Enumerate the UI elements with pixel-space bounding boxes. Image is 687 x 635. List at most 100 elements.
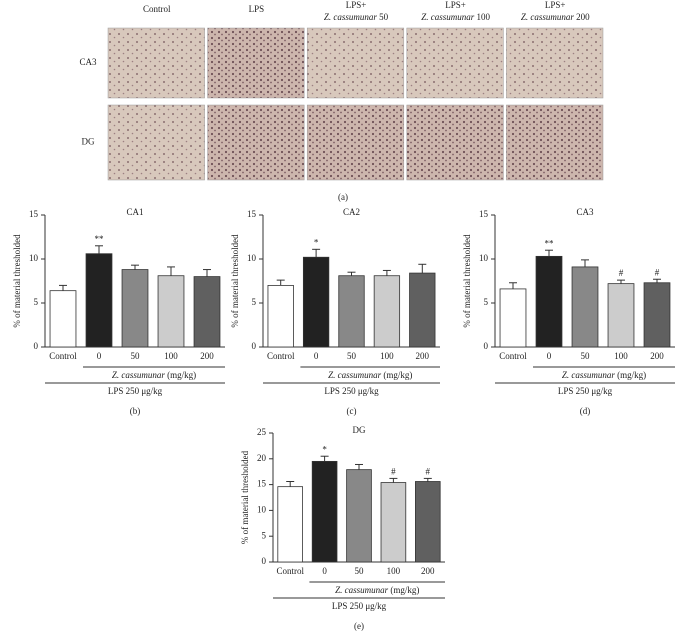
error-bar (653, 278, 661, 283)
y-tick-label: 5 (262, 530, 267, 540)
error-bar (617, 279, 625, 284)
significance: # (655, 267, 660, 277)
error-bar (545, 249, 553, 257)
species: Z. cassumunar (335, 585, 389, 595)
x-tick-label: Control (276, 566, 304, 576)
error-bar (418, 263, 427, 274)
error-bar (131, 264, 139, 270)
x-tick-label: 100 (387, 566, 401, 576)
bar (277, 486, 303, 563)
error-bar (167, 266, 175, 276)
species: Z. cassumunar (328, 370, 382, 380)
column-header: LPS (249, 4, 265, 14)
column-header: Z. cassumunar 50 (324, 12, 389, 22)
species: Z. cassumunar (324, 12, 378, 22)
chart-title: CA2 (343, 207, 360, 217)
micrograph (107, 104, 205, 181)
y-tick-label: 15 (29, 209, 39, 219)
group-label: LPS 250 μg/kg (324, 386, 379, 396)
chart-title: CA3 (576, 207, 594, 217)
column-header: LPS+ (445, 0, 466, 10)
x-axis-label: Z. cassumunar (mg/kg) (562, 370, 646, 380)
y-tick-label: 0 (252, 341, 257, 351)
unit: (mg/kg) (167, 370, 196, 380)
bar (121, 269, 149, 348)
y-tick-label: 15 (257, 479, 267, 489)
panel-label: (e) (354, 621, 364, 631)
y-tick-label: 10 (479, 253, 489, 263)
x-axis-label: Z. cassumunar (mg/kg) (335, 585, 419, 595)
dose: 200 (576, 12, 590, 22)
panel-label: (c) (347, 406, 357, 416)
x-tick-label: 200 (200, 351, 214, 361)
bar (346, 469, 372, 563)
row-label: DG (82, 137, 95, 147)
bar (157, 275, 185, 348)
y-tick-label: 0 (484, 341, 489, 351)
y-tick-label: 15 (247, 209, 257, 219)
panel-label: (a) (338, 192, 348, 202)
x-tick-label: 50 (347, 351, 357, 361)
y-axis-label: % of material thresholded (462, 234, 472, 328)
column-header: LPS+ (545, 0, 566, 10)
micrograph (506, 104, 604, 181)
species: Z. cassumunar (421, 12, 475, 22)
bar (267, 284, 294, 348)
significance: # (619, 268, 624, 278)
unit: (mg/kg) (390, 585, 419, 595)
y-tick-label: 10 (257, 504, 267, 514)
x-tick-label: 200 (416, 351, 430, 361)
significance: # (426, 466, 431, 476)
panel-label: (d) (580, 406, 591, 416)
bar (373, 275, 401, 348)
error-bar (276, 279, 285, 286)
error-bar (389, 477, 398, 483)
significance: * (322, 444, 327, 454)
group-label: LPS 250 μg/kg (558, 386, 613, 396)
bar (193, 276, 221, 348)
micrograph (506, 27, 604, 99)
x-tick-label: Control (49, 351, 77, 361)
error-bar (203, 269, 211, 277)
significance: ** (95, 234, 105, 244)
significance: * (314, 237, 319, 247)
x-axis-label: Z. cassumunar (mg/kg) (112, 370, 196, 380)
bar (415, 481, 441, 563)
x-tick-label: Control (267, 351, 295, 361)
error-bar (423, 477, 432, 482)
error-bar (509, 282, 517, 289)
y-axis-label: % of material thresholded (240, 450, 250, 544)
x-tick-label: 100 (380, 351, 394, 361)
dose: 50 (379, 12, 389, 22)
error-bar (320, 455, 329, 462)
column-header: Z. cassumunar 200 (521, 12, 590, 22)
panel-label: (b) (130, 406, 141, 416)
species: Z. cassumunar (562, 370, 616, 380)
group-label: LPS 250 μg/kg (332, 601, 387, 611)
y-tick-label: 5 (34, 297, 39, 307)
x-tick-label: 0 (97, 351, 102, 361)
bar (643, 282, 671, 348)
significance: # (391, 466, 396, 476)
y-tick-label: 15 (479, 209, 489, 219)
bar (499, 288, 527, 348)
row-label: CA3 (79, 57, 97, 67)
error-bar (312, 248, 321, 258)
y-tick-label: 0 (34, 341, 39, 351)
error-bar (581, 259, 589, 267)
bar (311, 460, 338, 563)
micrograph (306, 104, 405, 181)
x-tick-label: 100 (164, 351, 178, 361)
error-bar (59, 284, 67, 291)
x-tick-label: 50 (131, 351, 141, 361)
bar (338, 275, 365, 348)
error-bar (355, 463, 363, 470)
y-axis-label: % of material thresholded (230, 234, 240, 328)
bar (49, 290, 77, 348)
x-tick-label: 200 (421, 566, 435, 576)
unit: (mg/kg) (617, 370, 646, 380)
x-tick-label: Control (499, 351, 527, 361)
micrograph (107, 27, 205, 99)
micrograph (207, 104, 305, 181)
error-bar (347, 271, 356, 276)
